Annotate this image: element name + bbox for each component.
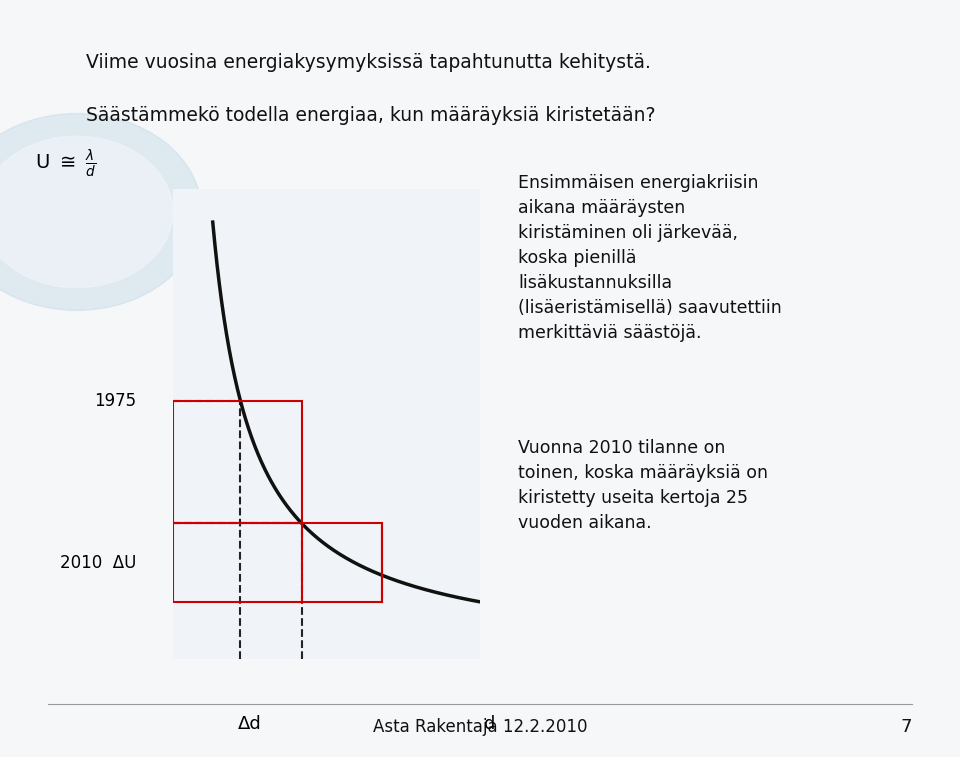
Circle shape: [0, 114, 202, 310]
Text: 1975: 1975: [94, 391, 136, 410]
Text: 2010  ΔU: 2010 ΔU: [60, 554, 136, 572]
Text: 7: 7: [900, 718, 912, 736]
Bar: [173, 400, 301, 524]
Text: Viime vuosina energiakysymyksissä tapahtunutta kehitystä.: Viime vuosina energiakysymyksissä tapaht…: [86, 53, 651, 72]
Circle shape: [0, 136, 173, 288]
Text: d: d: [484, 715, 495, 733]
Text: Vuonna 2010 tilanne on
toinen, koska määräyksiä on
kiristetty useita kertoja 25
: Vuonna 2010 tilanne on toinen, koska mää…: [518, 439, 768, 532]
Bar: [173, 524, 382, 603]
Text: Säästämmekö todella energiaa, kun määräyksiä kiristetään?: Säästämmekö todella energiaa, kun määräy…: [86, 106, 656, 125]
Text: U $\cong$ $\frac{\lambda}{d}$: U $\cong$ $\frac{\lambda}{d}$: [35, 148, 96, 180]
Text: Ensimmäisen energiakriisin
aikana määräysten
kiristäminen oli järkevää,
koska pi: Ensimmäisen energiakriisin aikana määräy…: [518, 174, 782, 342]
Text: Asta Rakentaja 12.2.2010: Asta Rakentaja 12.2.2010: [372, 718, 588, 736]
Text: Δd: Δd: [238, 715, 262, 733]
